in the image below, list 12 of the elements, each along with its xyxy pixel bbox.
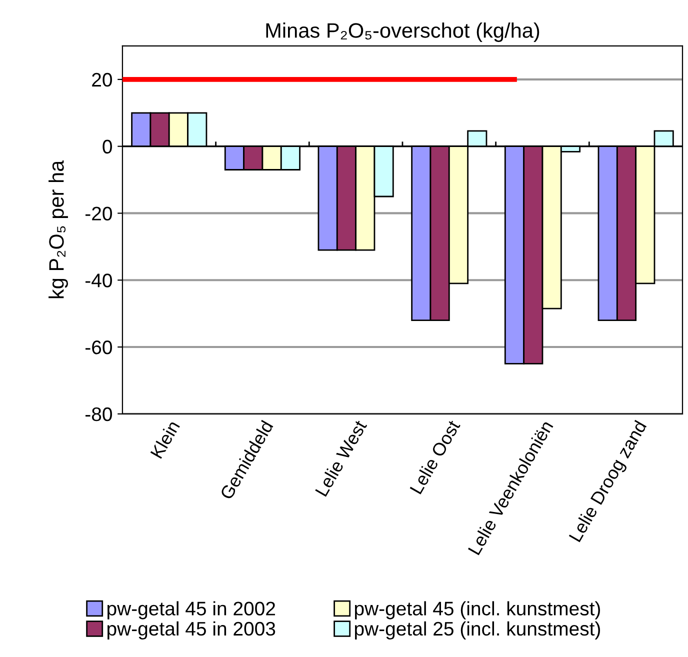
chart-title: Minas P₂O₅-overschot (kg/ha): [266, 22, 540, 42]
y-tick-label: -20: [86, 206, 112, 220]
legend-label: pw-getal 45 in 2002: [108, 601, 275, 620]
legend-label: pw-getal 25 (incl. kunstmest): [354, 621, 600, 640]
y-tick-label: -60: [86, 340, 112, 354]
legend-label: pw-getal 45 (incl. kunstmest): [354, 601, 600, 620]
y-tick-label: 20: [92, 72, 112, 87]
y-tick-label: -40: [86, 274, 112, 288]
y-tick-label: -80: [86, 407, 112, 422]
y-axis-title: kg P₂O₅ per ha: [48, 160, 68, 298]
y-tick-label: 0: [102, 140, 112, 154]
legend-label: pw-getal 45 in 2003: [108, 621, 276, 640]
